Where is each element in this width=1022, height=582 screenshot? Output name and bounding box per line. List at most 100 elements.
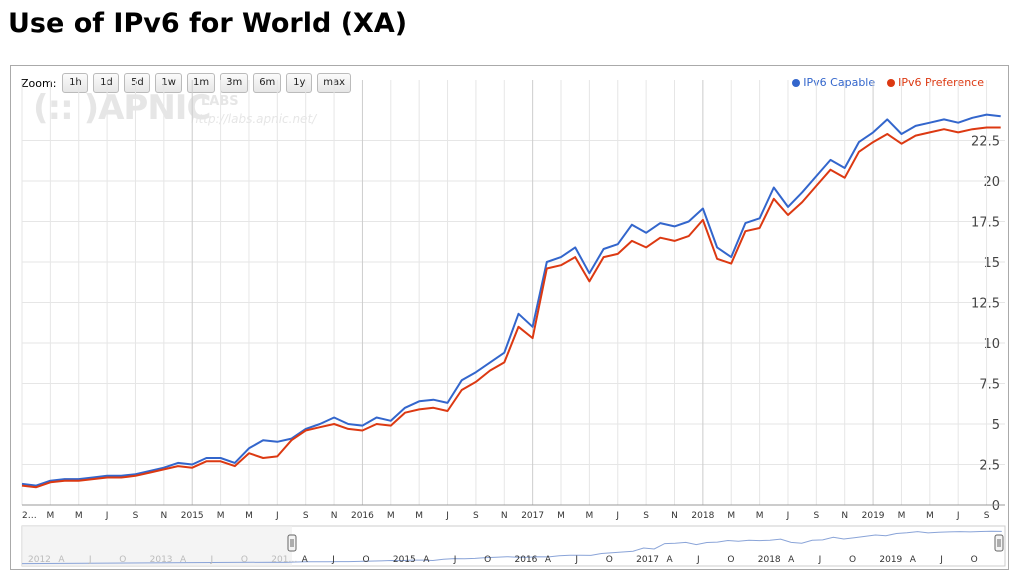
navigator-label: J <box>331 555 335 565</box>
y-tick-label: 10 <box>983 337 1000 352</box>
chart-legend: IPv6 Capable IPv6 Preference <box>780 76 984 89</box>
zoom-1h-button[interactable]: 1h <box>62 73 89 93</box>
navigator-label: J <box>453 555 457 565</box>
watermark-url: http://labs.apnic.net/ <box>191 112 317 126</box>
zoom-1w-button[interactable]: 1w <box>155 73 182 93</box>
x-tick-label: M <box>387 511 395 521</box>
labs-label: LABS <box>201 94 239 109</box>
x-tick-label: S <box>813 511 819 521</box>
zoom-1d-button[interactable]: 1d <box>93 73 120 93</box>
x-tick-label: S <box>473 511 479 521</box>
navigator-label: O <box>484 555 491 565</box>
x-tick-label: M <box>727 511 735 521</box>
navigator-label: O <box>971 555 978 565</box>
x-tick-label: 2017 <box>521 511 544 521</box>
navigator-label: A <box>423 555 430 565</box>
x-tick-label: S <box>984 511 990 521</box>
x-tick-label: N <box>841 511 848 521</box>
x-tick-label: M <box>217 511 225 521</box>
navigator-label: J <box>88 555 92 565</box>
navigator-label: J <box>574 555 578 565</box>
x-tick-label: 2019 <box>862 511 885 521</box>
y-tick-label: 2.5 <box>979 459 1000 474</box>
y-tick-label: 7.5 <box>979 378 1000 393</box>
preference-legend-dot-icon <box>887 78 896 87</box>
x-tick-label: S <box>643 511 649 521</box>
x-tick-label: M <box>245 511 253 521</box>
ipv6-preference-line <box>21 126 1001 489</box>
apnic-labs-watermark: (:: )APNIC LABS http://labs.apnic.net/ <box>33 88 316 128</box>
x-tick-label: J <box>786 511 790 521</box>
navigator-label: A <box>302 555 309 565</box>
x-tick-label: N <box>331 511 338 521</box>
y-tick-label: 15 <box>983 256 1000 271</box>
navigator-label: J <box>696 555 700 565</box>
navigator-label: J <box>939 555 943 565</box>
x-tick-label: S <box>303 511 309 521</box>
zoom-1m-button[interactable]: 1m <box>186 73 216 93</box>
navigator-label: 2016 <box>515 555 538 565</box>
navigator-label: 2019 <box>879 555 902 565</box>
x-tick-label: 2018 <box>691 511 714 521</box>
navigator-right-handle[interactable] <box>994 534 1004 552</box>
line-chart[interactable]: 0 2.5 5 7.5 10 12.5 15 17.5 20 22.5 2… M M J S N 2015 M M J… <box>11 66 1008 569</box>
ipv6-capable-line <box>21 113 1001 487</box>
x-tick-label: 2016 <box>351 511 374 521</box>
navigator-label: O <box>727 555 734 565</box>
zoom-5d-button[interactable]: 5d <box>124 73 151 93</box>
y-tick-label: 12.5 <box>971 297 1000 312</box>
navigator-label: O <box>606 555 613 565</box>
x-tick-label: M <box>898 511 906 521</box>
x-tick-label: J <box>615 511 619 521</box>
x-tick-label: J <box>445 511 449 521</box>
y-tick-label: 20 <box>983 175 1000 190</box>
navigator-label: A <box>180 555 187 565</box>
navigator-label: 2017 <box>636 555 659 565</box>
navigator-label: A <box>667 555 674 565</box>
navigator-label: A <box>58 555 65 565</box>
x-tick-label: N <box>501 511 508 521</box>
x-tick-label: S <box>133 511 139 521</box>
navigator-left-handle[interactable] <box>287 534 297 552</box>
zoom-6m-button[interactable]: 6m <box>253 73 282 93</box>
apnic-logo: (:: )APNIC <box>33 88 211 128</box>
x-tick-label: 2… <box>22 511 37 521</box>
capable-legend-dot-icon <box>792 78 801 87</box>
legend-item-preference[interactable]: IPv6 Preference <box>887 76 984 89</box>
y-tick-label: 5 <box>992 418 1000 433</box>
x-tick-label: M <box>46 511 54 521</box>
navigator-label: O <box>362 555 369 565</box>
zoom-label: Zoom: <box>21 76 57 90</box>
page-title: Use of IPv6 for World (XA) <box>8 8 408 39</box>
x-tick-label: M <box>586 511 594 521</box>
navigator-label: 2013 <box>150 555 173 565</box>
x-tick-label: J <box>105 511 109 521</box>
y-tick-label: 0 <box>992 499 1000 514</box>
navigator-label: J <box>818 555 822 565</box>
legend-item-capable[interactable]: IPv6 Capable <box>792 76 875 89</box>
x-tick-label: M <box>926 511 934 521</box>
navigator-label: 2015 <box>393 555 416 565</box>
x-tick-label: M <box>415 511 423 521</box>
y-tick-label: 17.5 <box>971 216 1000 231</box>
legend-capable-label: IPv6 Capable <box>803 76 876 89</box>
x-tick-label: N <box>671 511 678 521</box>
navigator-label: 2012 <box>28 555 51 565</box>
y-tick-label: 22.5 <box>971 135 1000 150</box>
navigator-unselected-region <box>22 526 292 566</box>
x-tick-label: 2015 <box>181 511 204 521</box>
navigator-label: O <box>241 555 248 565</box>
chart-container: (:: )APNIC LABS http://labs.apnic.net/ Z… <box>10 65 1009 570</box>
navigator-label: J <box>209 555 213 565</box>
x-tick-label: J <box>275 511 279 521</box>
navigator-label: 201… <box>271 555 297 565</box>
navigator-label: O <box>119 555 126 565</box>
navigator-series-line <box>21 530 1002 565</box>
x-tick-label: M <box>75 511 83 521</box>
navigator-label: O <box>849 555 856 565</box>
x-tick-label: J <box>956 511 960 521</box>
navigator-label: A <box>910 555 917 565</box>
zoom-3m-button[interactable]: 3m <box>220 73 249 93</box>
navigator-label: 2018 <box>758 555 781 565</box>
navigator-label: A <box>788 555 795 565</box>
